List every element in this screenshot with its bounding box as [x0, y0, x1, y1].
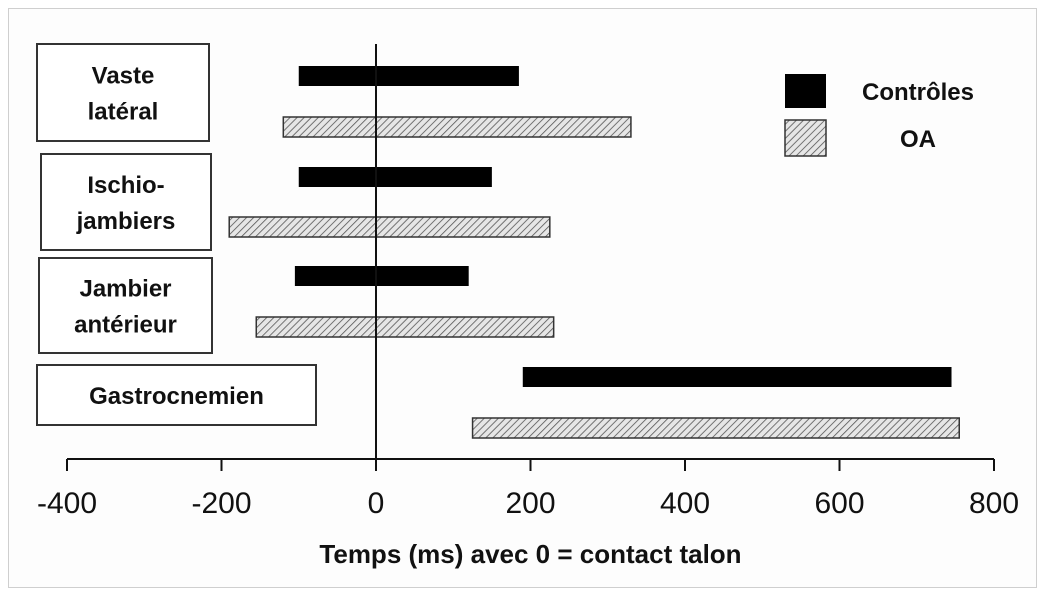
x-tick-label: 0: [368, 487, 385, 520]
category-label: Vaste latéral: [36, 43, 210, 142]
legend-label: OA: [900, 126, 936, 153]
bar-controles: [294, 266, 469, 286]
x-tick-label: -400: [37, 487, 97, 520]
chart: Vaste latéral Ischio-jambiers Jambier antéri…: [36, 43, 1019, 569]
category-label-text: latéral: [88, 99, 159, 126]
category-label-box: [38, 257, 213, 354]
x-tick-label: 600: [814, 487, 864, 520]
category-label-text: Ischio-: [87, 172, 164, 199]
x-tick-label: 200: [505, 487, 555, 520]
category-label-box: [36, 364, 317, 426]
x-axis: -400 -200 0 200 400 600 800: [37, 44, 1019, 520]
category-label-box: [40, 153, 212, 251]
bar-controles: [522, 367, 952, 387]
category-label: Jambier antérieur: [38, 257, 213, 354]
x-axis-title: Temps (ms) avec 0 = contact talon: [319, 539, 741, 569]
category-label-text: Vaste: [92, 63, 155, 90]
legend-swatch: [784, 119, 827, 157]
figure-frame: Vaste latéral Ischio-jambiers Jambier antéri…: [8, 8, 1037, 588]
category-labels: Vaste latéral Ischio-jambiers Jambier antéri…: [36, 43, 317, 426]
category-label-text: Jambier: [79, 276, 171, 303]
x-tick-label: 400: [660, 487, 710, 520]
bars: [228, 66, 960, 439]
category-label-text: jambiers: [76, 208, 176, 235]
legend-swatch: [785, 74, 826, 108]
category-label-text: antérieur: [74, 312, 177, 339]
bar-oa: [282, 116, 632, 138]
category-label: Gastrocnemien: [36, 364, 317, 426]
category-label: Ischio-jambiers: [40, 153, 212, 251]
category-label-box: [36, 43, 210, 142]
x-tick-label: 800: [969, 487, 1019, 520]
bar-controles: [298, 167, 492, 187]
x-tick-label: -200: [191, 487, 251, 520]
legend: Contrôles OA: [784, 74, 974, 157]
bar-oa: [255, 316, 555, 338]
category-label-text: Gastrocnemien: [89, 383, 264, 410]
bar-controles: [298, 66, 519, 86]
bar-oa: [471, 417, 960, 439]
legend-label: Contrôles: [862, 79, 974, 106]
bar-oa: [228, 216, 551, 238]
